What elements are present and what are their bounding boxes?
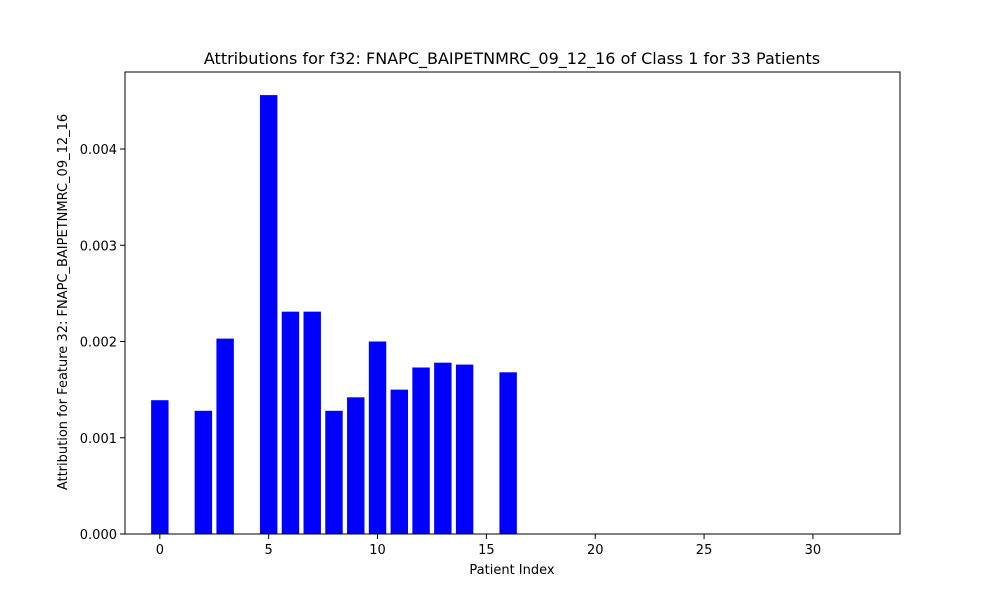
chart-title: Attributions for f32: FNAPC_BAIPETNMRC_0… [204, 49, 820, 69]
bar-patient-7 [303, 311, 321, 534]
bar-patient-6 [281, 311, 300, 534]
bar-patient-11 [390, 389, 409, 535]
x-tick-label-15: 15 [478, 543, 495, 558]
bar-patient-9 [347, 397, 365, 534]
bar-patient-12 [412, 367, 430, 534]
y-tick-label-3: 0.003 [80, 239, 117, 254]
x-tick-label-0: 0 [156, 543, 164, 558]
bars-layer [151, 95, 517, 535]
y-tick-label-1: 0.001 [80, 432, 117, 447]
bar-patient-3 [216, 338, 234, 534]
bar-patient-2 [194, 410, 213, 534]
y-tick-label-4: 0.004 [80, 143, 117, 158]
bar-patient-13 [434, 362, 452, 534]
axes-layer: 0 5 10 15 20 25 30 0.000 0.001 0.002 0.003 0.004 [80, 71, 901, 558]
y-tick-label-0: 0.000 [80, 528, 117, 543]
bar-patient-5 [259, 95, 278, 534]
bar-patient-8 [325, 410, 343, 534]
bar-patient-14 [455, 364, 474, 534]
bar-patient-16 [499, 372, 517, 534]
x-tick-label-10: 10 [369, 543, 386, 558]
x-tick-label-5: 5 [265, 543, 273, 558]
y-axis-label: Attribution for Feature 32: FNAPC_BAIPET… [56, 114, 71, 490]
y-tick-label-2: 0.002 [80, 336, 117, 351]
bar-patient-0 [151, 400, 169, 534]
bar-patient-10 [368, 341, 387, 534]
x-tick-label-30: 30 [805, 543, 822, 558]
x-tick-label-20: 20 [587, 543, 604, 558]
plot-frame [124, 71, 901, 535]
x-tick-label-25: 25 [696, 543, 713, 558]
x-axis-label: Patient Index [469, 563, 554, 578]
